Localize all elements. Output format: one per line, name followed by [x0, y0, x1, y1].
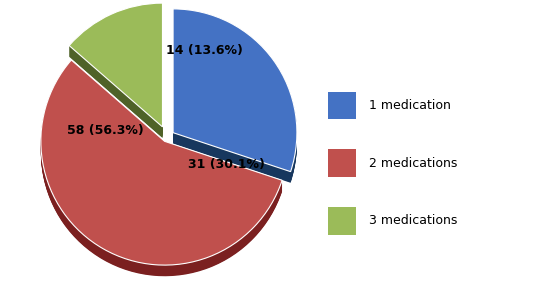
Wedge shape	[69, 13, 162, 137]
Wedge shape	[41, 69, 282, 274]
Wedge shape	[69, 14, 162, 138]
Wedge shape	[69, 11, 162, 134]
Wedge shape	[173, 15, 297, 178]
Wedge shape	[41, 61, 282, 266]
Wedge shape	[41, 64, 282, 269]
FancyBboxPatch shape	[328, 207, 356, 235]
Wedge shape	[41, 63, 282, 268]
Wedge shape	[41, 66, 282, 271]
Wedge shape	[173, 13, 297, 175]
Wedge shape	[41, 63, 282, 267]
Wedge shape	[173, 9, 297, 172]
Text: 3 medications: 3 medications	[369, 214, 457, 227]
Wedge shape	[41, 62, 282, 267]
Wedge shape	[69, 10, 162, 134]
Text: 31 (30.1%): 31 (30.1%)	[188, 158, 265, 171]
Wedge shape	[69, 8, 162, 132]
Wedge shape	[41, 60, 282, 265]
Wedge shape	[69, 6, 162, 130]
Wedge shape	[41, 70, 282, 276]
Wedge shape	[69, 7, 162, 131]
Wedge shape	[41, 65, 282, 270]
Wedge shape	[173, 13, 297, 176]
Wedge shape	[173, 20, 297, 183]
Wedge shape	[69, 5, 162, 129]
Wedge shape	[41, 66, 282, 271]
FancyBboxPatch shape	[328, 149, 356, 177]
Wedge shape	[69, 9, 162, 133]
Wedge shape	[173, 20, 297, 182]
Text: 2 medications: 2 medications	[369, 157, 457, 170]
Wedge shape	[173, 12, 297, 175]
FancyBboxPatch shape	[328, 92, 356, 119]
Wedge shape	[41, 64, 282, 269]
Wedge shape	[69, 13, 162, 136]
Wedge shape	[173, 18, 297, 181]
Wedge shape	[69, 7, 162, 131]
Wedge shape	[173, 11, 297, 174]
Wedge shape	[69, 4, 162, 128]
Wedge shape	[173, 14, 297, 177]
Wedge shape	[41, 67, 282, 273]
Wedge shape	[173, 18, 297, 180]
Wedge shape	[41, 71, 282, 276]
Wedge shape	[41, 70, 282, 275]
Wedge shape	[41, 68, 282, 273]
Wedge shape	[69, 12, 162, 135]
Wedge shape	[173, 16, 297, 178]
Wedge shape	[69, 9, 162, 132]
Wedge shape	[41, 61, 282, 266]
Wedge shape	[69, 4, 162, 127]
Wedge shape	[173, 9, 297, 172]
Wedge shape	[173, 16, 297, 179]
Wedge shape	[69, 5, 162, 129]
Wedge shape	[173, 14, 297, 177]
Wedge shape	[173, 10, 297, 173]
Wedge shape	[69, 11, 162, 135]
Wedge shape	[173, 11, 297, 174]
Text: 1 medication: 1 medication	[369, 99, 451, 112]
Wedge shape	[173, 19, 297, 181]
Wedge shape	[69, 3, 162, 127]
Text: 58 (56.3%): 58 (56.3%)	[67, 124, 143, 137]
Wedge shape	[41, 69, 282, 274]
Text: 14 (13.6%): 14 (13.6%)	[166, 44, 243, 57]
Wedge shape	[41, 67, 282, 272]
Wedge shape	[69, 14, 162, 138]
Wedge shape	[173, 17, 297, 180]
